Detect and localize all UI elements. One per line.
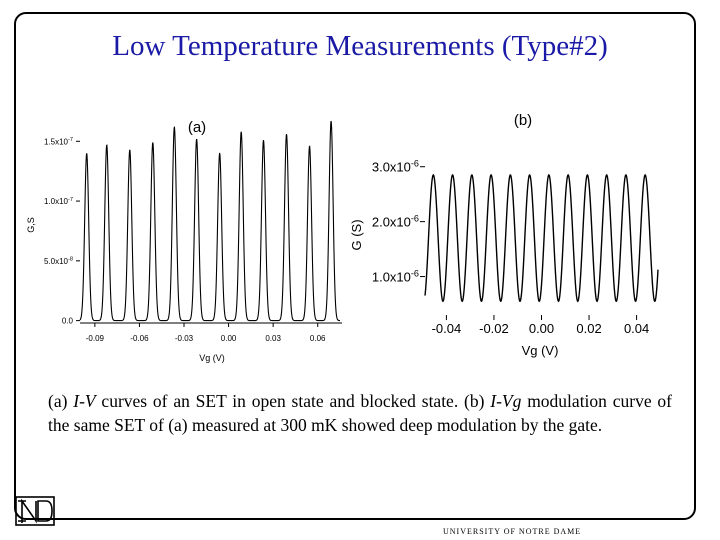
figure-caption: (a) I-V curves of an SET in open state a…	[48, 389, 672, 437]
slide-frame	[14, 12, 696, 520]
notre-dame-logo-icon	[15, 496, 55, 526]
chart-b-y-tick-label: 3.0x10-6	[372, 159, 419, 175]
chart-b-x-ticks: -0.04 -0.02 0.00 0.02 0.04	[432, 315, 649, 336]
chart-b-panel-label: (b)	[514, 112, 532, 129]
chart-a-y-tick-label: 0.0	[62, 317, 74, 326]
chart-b-xlabel: Vg (V)	[522, 343, 559, 358]
caption-iv-term: I-V	[73, 391, 96, 411]
chart-a-x-tick-label: 0.00	[221, 334, 237, 343]
chart-b-y-ticks: 1.0x10-6 2.0x10-6 3.0x10-6	[372, 159, 425, 285]
slide-title: Low Temperature Measurements (Type#2)	[112, 30, 608, 62]
chart-a-y-tick-label: 5.0x10-8	[44, 257, 73, 266]
chart-a-panel-label: (a)	[188, 119, 206, 136]
chart-a-x-ticks: -0.09 -0.06 -0.03 0.00 0.03 0.06	[86, 323, 326, 343]
chart-b-series-line	[424, 173, 659, 303]
caption-part: (a)	[48, 391, 74, 411]
chart-a-y-tick-label: 1.5x10-7	[44, 137, 73, 146]
chart-a-ylabel: G,S	[26, 217, 36, 233]
chart-b-x-tick-label: 0.02	[576, 321, 601, 336]
chart-a-x-tick-label: -0.03	[175, 334, 194, 343]
chart-a: (a) G,S Vg (V) 0.0 5.0x10-8 1.0x10-7 1.5x10…	[26, 119, 342, 363]
chart-a-y-ticks: 0.0 5.0x10-8 1.0x10-7 1.5x10-7	[44, 137, 80, 326]
chart-a-x-tick-label: 0.06	[310, 334, 326, 343]
chart-a-series-line	[79, 120, 341, 322]
chart-b-y-tick-label: 1.0x10-6	[372, 268, 419, 284]
chart-a-x-tick-label: -0.09	[86, 334, 105, 343]
caption-part: curves of an SET in open state and block…	[95, 391, 491, 411]
chart-a-x-tick-label: -0.06	[130, 334, 149, 343]
chart-b-ylabel: G (S)	[349, 219, 364, 250]
chart-a-xlabel: Vg (V)	[199, 353, 225, 363]
chart-a-y-tick-label: 1.0x10-7	[44, 197, 73, 206]
chart-b-x-tick-label: 0.00	[529, 321, 554, 336]
chart-b-x-tick-label: -0.02	[479, 321, 509, 336]
chart-b: (b) G (S) Vg (V) 1.0x10-6 2.0x10-6 3.0x10-…	[349, 112, 659, 358]
caption-part: modulation curve of the same SET of (a) …	[48, 391, 672, 435]
footer-university: UNIVERSITY OF NOTRE DAME	[443, 527, 582, 536]
chart-a-x-tick-label: 0.03	[265, 334, 281, 343]
chart-b-y-tick-label: 2.0x10-6	[372, 213, 419, 229]
chart-b-x-tick-label: -0.04	[432, 321, 462, 336]
caption-ivg-term: I-Vg	[490, 391, 522, 411]
chart-b-x-tick-label: 0.04	[624, 321, 649, 336]
